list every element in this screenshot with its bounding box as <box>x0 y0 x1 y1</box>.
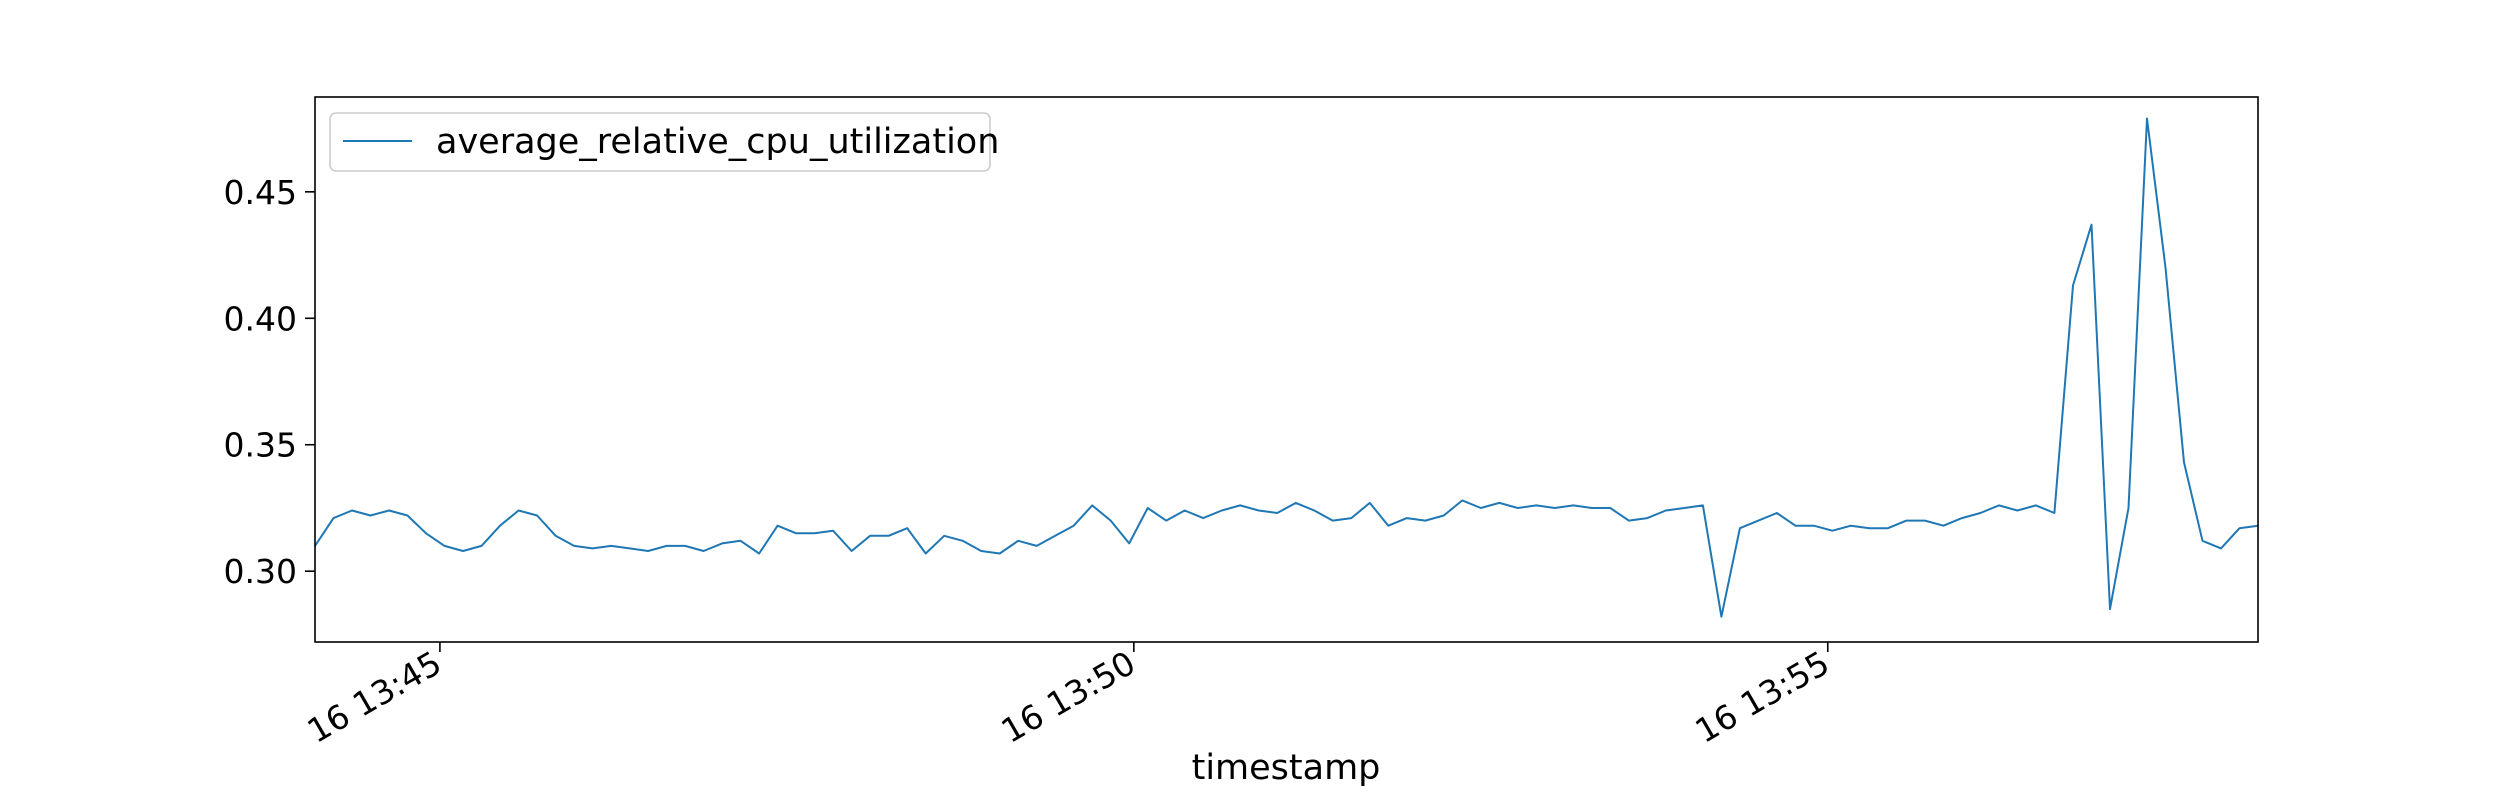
y-axis: 0.30 0.35 0.40 0.45 <box>224 173 315 591</box>
y-tick-label: 0.40 <box>224 299 297 338</box>
plot-area <box>314 117 2259 618</box>
y-tick-label: 0.30 <box>224 552 297 591</box>
y-tick-label: 0.45 <box>224 173 297 212</box>
legend-label: average_relative_cpu_utilization <box>436 122 999 162</box>
x-axis-label: timestamp <box>1192 748 1381 788</box>
legend-box <box>329 112 991 172</box>
legend: average_relative_cpu_utilization <box>329 112 999 172</box>
axes-frame <box>314 96 2259 643</box>
series-line <box>314 117 2259 618</box>
y-tick-label: 0.35 <box>224 426 297 465</box>
